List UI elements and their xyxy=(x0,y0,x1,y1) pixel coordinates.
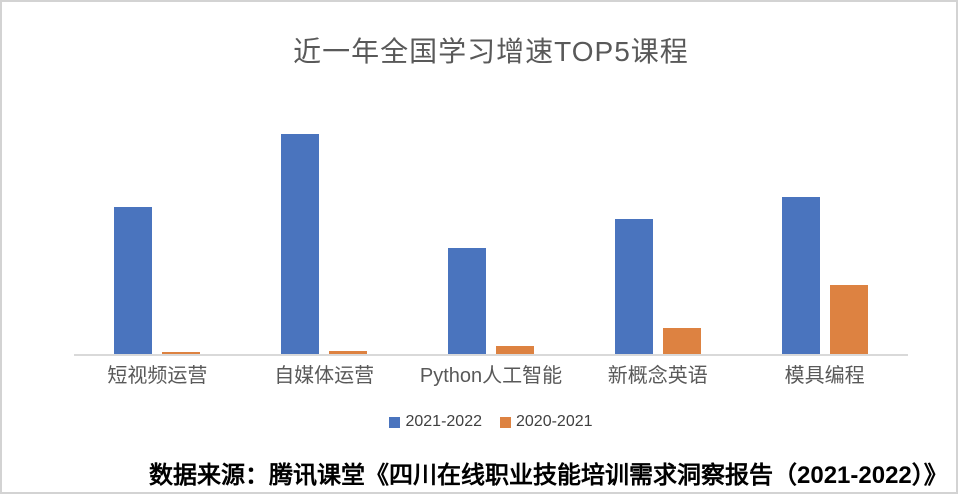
category-labels-row: 短视频运营 自媒体运营 Python人工智能 新概念英语 模具编程 xyxy=(74,362,908,390)
bar-group xyxy=(74,100,241,355)
bar-2020-2021 xyxy=(329,351,368,355)
category-label: 短视频运营 xyxy=(107,365,208,387)
bar-2020-2021 xyxy=(162,352,201,355)
category-label: 自媒体运营 xyxy=(274,365,375,387)
legend-swatch-icon xyxy=(389,416,401,428)
legend-item: 2021-2022 xyxy=(389,414,482,430)
legend: 2021-2022 2020-2021 xyxy=(74,414,908,430)
bar-groups xyxy=(74,100,908,355)
source-note: 数据来源：腾讯课堂《四川在线职业技能培训需求洞察报告（2021-2022）》 xyxy=(149,462,948,489)
bar-2021-2022 xyxy=(114,207,153,355)
category-label: Python人工智能 xyxy=(419,365,563,387)
category-label: 模具编程 xyxy=(784,365,865,387)
bar-group xyxy=(574,100,741,355)
bar-2021-2022 xyxy=(781,197,820,355)
legend-item: 2020-2021 xyxy=(500,414,593,430)
bar-2021-2022 xyxy=(281,134,320,355)
category-label: 新概念英语 xyxy=(607,365,708,387)
x-axis-line xyxy=(74,354,908,356)
bar-2020-2021 xyxy=(662,328,701,355)
bar-2021-2022 xyxy=(614,219,653,355)
bar-group xyxy=(408,100,575,355)
bar-2021-2022 xyxy=(447,248,486,355)
bar-group xyxy=(241,100,408,355)
bar-group xyxy=(741,100,908,355)
bar-2020-2021 xyxy=(495,346,534,355)
legend-label: 2021-2022 xyxy=(405,413,482,430)
legend-label: 2020-2021 xyxy=(516,413,593,430)
plot-area xyxy=(74,100,908,355)
legend-swatch-icon xyxy=(500,416,511,428)
bar-2020-2021 xyxy=(829,285,868,355)
chart-title: 近一年全国学习增速TOP5课程 xyxy=(293,36,689,67)
